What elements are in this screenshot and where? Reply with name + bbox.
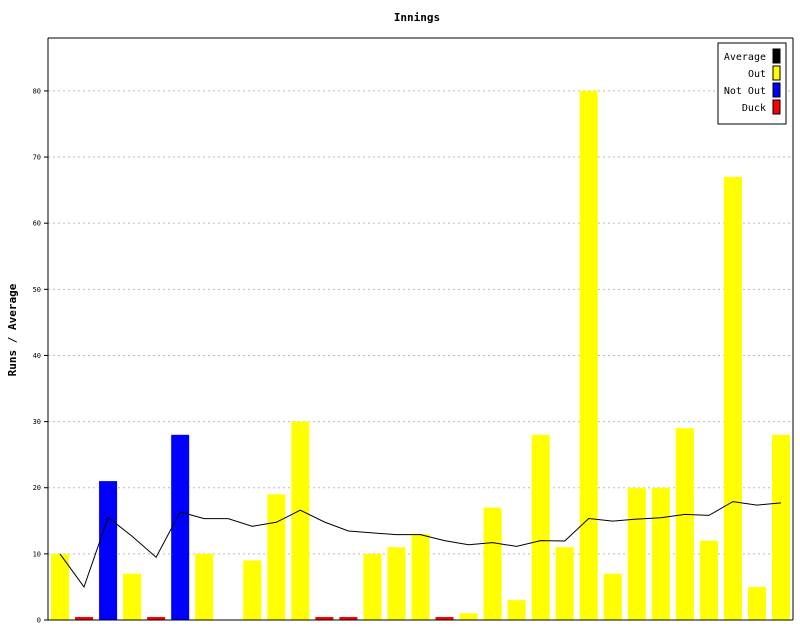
bar-out <box>123 573 142 620</box>
y-tick-labels: 0 10 20 30 40 50 60 70 80 <box>33 87 48 625</box>
bar-out <box>459 613 478 620</box>
average-line <box>59 501 782 588</box>
average-line-layer <box>59 501 782 588</box>
bar-out <box>675 428 694 620</box>
y-tick-label: 10 <box>33 550 41 558</box>
bar-out <box>195 553 214 620</box>
bar-out <box>411 534 430 620</box>
y-tick-label: 0 <box>37 617 41 625</box>
y-tick-label: 20 <box>33 484 41 492</box>
bar-out <box>555 547 574 620</box>
bar-out <box>579 90 598 621</box>
chart-title: Innings <box>394 11 440 24</box>
bar-out <box>603 573 622 620</box>
bar-out <box>483 507 502 620</box>
y-axis-label: Runs / Average <box>6 283 19 376</box>
bar-out <box>651 487 670 620</box>
legend-swatch <box>772 48 781 64</box>
bar-out <box>243 560 262 620</box>
bar-out <box>51 553 70 620</box>
bar-duck <box>315 617 334 620</box>
bar-not-out <box>99 481 118 620</box>
bar-out <box>699 540 718 620</box>
bar-duck <box>435 617 454 620</box>
bar-out <box>267 494 286 620</box>
legend-swatch <box>772 82 781 98</box>
bar-out <box>627 487 646 620</box>
bar-duck <box>75 617 94 620</box>
y-tick-label: 60 <box>33 220 41 228</box>
bar-out <box>363 553 382 620</box>
bar-out <box>723 176 742 621</box>
legend-swatch <box>772 65 781 81</box>
y-tick-label: 30 <box>33 418 41 426</box>
bar-not-out <box>171 434 190 620</box>
bar-out <box>291 421 310 620</box>
legend: Average Out Not Out Duck <box>717 42 787 125</box>
y-tick-label: 50 <box>33 286 41 294</box>
y-tick-label: 70 <box>33 154 41 162</box>
legend-label: Out <box>748 69 766 80</box>
legend-label: Duck <box>742 103 766 114</box>
y-tick-label: 40 <box>33 352 41 360</box>
legend-label: Not Out <box>724 86 766 97</box>
legend-label: Average <box>724 52 766 63</box>
bar-out <box>507 600 526 620</box>
y-tick-label: 80 <box>33 87 41 95</box>
bar-out <box>771 434 790 620</box>
bar-duck <box>147 617 166 620</box>
legend-swatch <box>772 99 781 115</box>
axes <box>47 37 794 621</box>
bar-duck <box>339 617 358 620</box>
bar-out <box>387 547 406 620</box>
bar-out <box>531 434 550 620</box>
bar-out <box>747 586 766 620</box>
bars <box>51 90 790 621</box>
